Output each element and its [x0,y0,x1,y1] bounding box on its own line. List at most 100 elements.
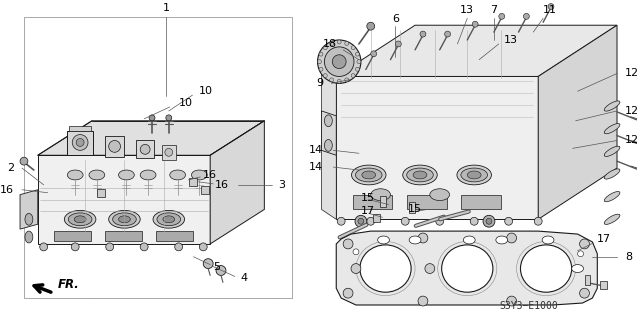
Polygon shape [105,136,124,157]
Ellipse shape [467,171,481,179]
Ellipse shape [89,170,105,180]
Circle shape [317,40,361,83]
Circle shape [351,263,361,273]
Bar [24,17,292,298]
Ellipse shape [68,213,92,226]
Circle shape [323,74,327,78]
Ellipse shape [118,216,131,223]
Ellipse shape [463,236,475,244]
Circle shape [323,46,327,50]
Ellipse shape [604,101,620,111]
Polygon shape [321,111,336,155]
Circle shape [486,218,492,224]
Text: 6: 6 [392,14,399,24]
Ellipse shape [67,170,83,180]
Ellipse shape [140,170,156,180]
Ellipse shape [157,213,180,226]
Polygon shape [38,155,210,244]
Circle shape [353,249,359,255]
Ellipse shape [191,170,207,180]
Circle shape [351,46,355,50]
Text: 10: 10 [198,86,212,96]
Circle shape [367,217,374,225]
Circle shape [216,266,226,275]
Circle shape [345,78,349,82]
Circle shape [337,40,341,44]
Bar [189,178,197,186]
Ellipse shape [442,245,493,292]
Circle shape [355,52,360,56]
Bar [409,202,415,213]
Ellipse shape [457,165,492,185]
Ellipse shape [406,168,433,182]
Circle shape [351,74,355,78]
Ellipse shape [604,214,620,224]
Circle shape [436,217,444,225]
Circle shape [76,138,84,146]
Ellipse shape [403,165,437,185]
Text: 13: 13 [460,5,474,15]
Polygon shape [336,77,538,219]
Polygon shape [136,140,154,158]
Ellipse shape [324,115,332,127]
Text: 16: 16 [215,180,229,190]
Circle shape [343,288,353,298]
Circle shape [505,217,513,225]
Bar [580,246,586,254]
Bar [372,214,380,222]
Ellipse shape [604,123,620,134]
Text: 3: 3 [278,180,285,190]
Circle shape [367,22,374,30]
Text: 12: 12 [625,69,639,78]
Polygon shape [38,121,264,155]
Ellipse shape [109,211,140,228]
Circle shape [357,60,361,64]
Bar [407,195,447,210]
Ellipse shape [461,168,488,182]
Text: 14: 14 [309,162,323,172]
Circle shape [109,140,120,152]
Circle shape [371,51,377,57]
Polygon shape [336,231,597,305]
Ellipse shape [351,165,386,185]
Circle shape [140,145,150,154]
Bar [202,186,209,194]
Circle shape [580,239,589,249]
Circle shape [534,217,542,225]
Circle shape [401,217,409,225]
Text: 17: 17 [597,234,611,244]
Circle shape [20,157,28,165]
Text: 2: 2 [7,163,14,173]
Ellipse shape [74,216,86,223]
Text: 7: 7 [490,5,497,15]
Circle shape [355,215,367,227]
Text: 18: 18 [323,39,337,49]
Ellipse shape [113,213,136,226]
Bar [156,231,193,241]
Circle shape [355,67,360,71]
Circle shape [330,78,333,82]
Ellipse shape [355,168,382,182]
Text: 14: 14 [309,145,323,155]
Circle shape [343,239,353,249]
Text: 13: 13 [504,35,518,45]
Circle shape [345,41,349,45]
Circle shape [332,55,346,69]
Ellipse shape [520,245,572,292]
Polygon shape [538,25,617,219]
Circle shape [580,288,589,298]
Ellipse shape [496,236,508,244]
Bar [105,231,142,241]
Text: 8: 8 [625,252,632,262]
Polygon shape [321,67,336,219]
Bar [600,281,607,289]
Bar [380,196,385,207]
Ellipse shape [118,170,134,180]
Circle shape [317,60,321,64]
Circle shape [149,115,155,121]
Circle shape [472,21,478,27]
Text: S3Y3−E1000: S3Y3−E1000 [499,301,557,311]
Text: 15: 15 [408,204,422,214]
Polygon shape [210,121,264,244]
Circle shape [175,243,182,251]
